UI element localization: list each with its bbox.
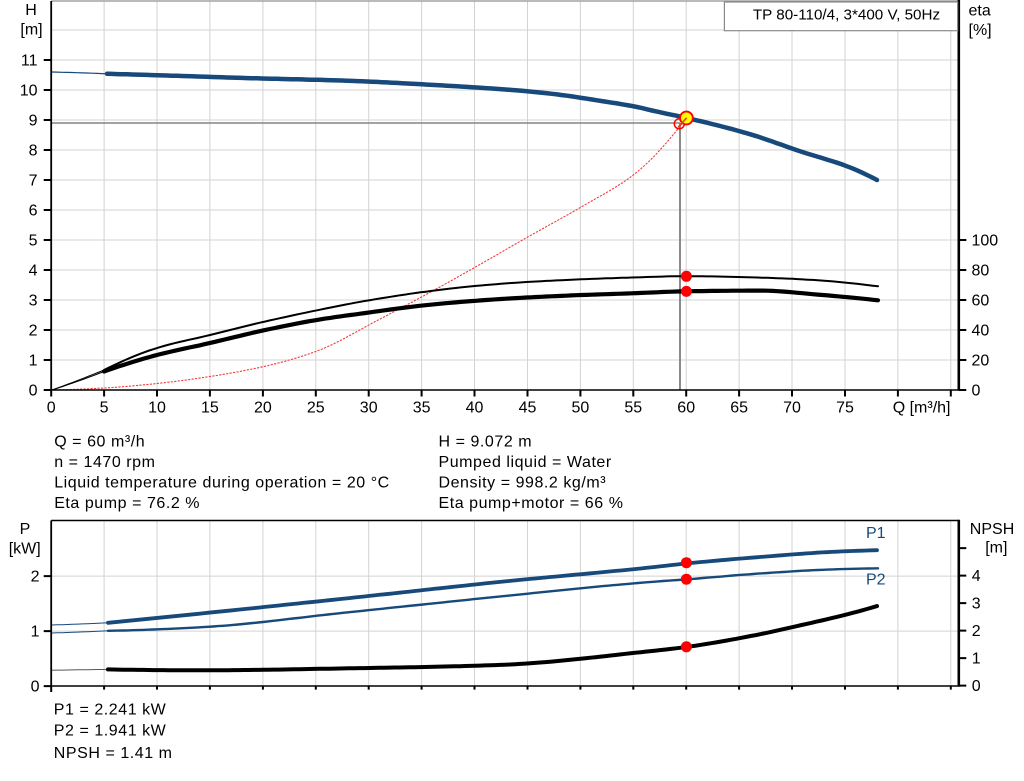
svg-text:H: H bbox=[25, 2, 37, 19]
svg-text:35: 35 bbox=[413, 400, 431, 417]
svg-text:3: 3 bbox=[29, 292, 38, 309]
svg-text:40: 40 bbox=[972, 322, 990, 339]
svg-text:80: 80 bbox=[972, 262, 990, 279]
svg-text:10: 10 bbox=[148, 400, 166, 417]
svg-text:[m]: [m] bbox=[985, 540, 1007, 557]
svg-text:5: 5 bbox=[100, 400, 109, 417]
svg-text:2: 2 bbox=[29, 322, 38, 339]
svg-text:H = 9.072 m: H = 9.072 m bbox=[439, 434, 533, 451]
svg-text:P1 = 2.241 kW: P1 = 2.241 kW bbox=[54, 702, 167, 719]
svg-text:60: 60 bbox=[972, 292, 990, 309]
svg-text:30: 30 bbox=[360, 400, 378, 417]
svg-text:6: 6 bbox=[29, 202, 38, 219]
svg-text:P2: P2 bbox=[866, 572, 886, 589]
svg-text:1: 1 bbox=[31, 624, 40, 641]
svg-text:20: 20 bbox=[972, 352, 990, 369]
svg-text:7: 7 bbox=[29, 172, 38, 189]
svg-text:Eta pump = 76.2 %: Eta pump = 76.2 % bbox=[54, 495, 200, 512]
svg-text:[%]: [%] bbox=[969, 22, 992, 39]
svg-text:55: 55 bbox=[624, 400, 642, 417]
svg-text:eta: eta bbox=[969, 3, 991, 20]
svg-text:[m]: [m] bbox=[20, 22, 42, 39]
svg-text:45: 45 bbox=[519, 400, 537, 417]
svg-text:n = 1470 rpm: n = 1470 rpm bbox=[54, 454, 155, 471]
svg-text:Q [m³/h]: Q [m³/h] bbox=[893, 400, 951, 417]
svg-text:8: 8 bbox=[29, 142, 38, 159]
svg-text:50: 50 bbox=[572, 400, 590, 417]
svg-text:100: 100 bbox=[972, 232, 999, 249]
svg-text:11: 11 bbox=[21, 52, 38, 69]
svg-text:Q = 60 m³/h: Q = 60 m³/h bbox=[54, 434, 145, 451]
svg-text:15: 15 bbox=[201, 400, 219, 417]
svg-text:9: 9 bbox=[29, 112, 38, 129]
svg-text:P: P bbox=[20, 521, 31, 538]
svg-text:Pumped liquid = Water: Pumped liquid = Water bbox=[439, 454, 612, 471]
svg-text:NPSH: NPSH bbox=[970, 521, 1014, 538]
svg-text:2: 2 bbox=[31, 569, 40, 586]
svg-text:10: 10 bbox=[20, 82, 38, 99]
svg-text:70: 70 bbox=[783, 400, 801, 417]
svg-text:P1: P1 bbox=[866, 525, 886, 542]
svg-text:P2 = 1.941 kW: P2 = 1.941 kW bbox=[54, 723, 167, 740]
svg-text:25: 25 bbox=[307, 400, 325, 417]
svg-text:0: 0 bbox=[47, 400, 56, 417]
svg-text:4: 4 bbox=[29, 262, 38, 279]
svg-text:75: 75 bbox=[836, 400, 854, 417]
svg-text:65: 65 bbox=[730, 400, 748, 417]
svg-text:20: 20 bbox=[254, 400, 272, 417]
svg-text:NPSH = 1.41 m: NPSH = 1.41 m bbox=[54, 745, 173, 762]
svg-text:5: 5 bbox=[29, 232, 38, 249]
svg-text:Eta pump+motor = 66 %: Eta pump+motor = 66 % bbox=[439, 495, 624, 512]
svg-text:Liquid temperature during oper: Liquid temperature during operation = 20… bbox=[54, 475, 390, 492]
svg-text:2: 2 bbox=[972, 623, 981, 640]
svg-text:0: 0 bbox=[31, 679, 40, 696]
svg-text:40: 40 bbox=[466, 400, 484, 417]
svg-text:0: 0 bbox=[972, 678, 981, 695]
svg-text:0: 0 bbox=[29, 382, 38, 399]
svg-text:60: 60 bbox=[677, 400, 695, 417]
svg-text:3: 3 bbox=[972, 596, 981, 613]
svg-text:0: 0 bbox=[972, 382, 981, 399]
svg-text:Density = 998.2 kg/m³: Density = 998.2 kg/m³ bbox=[439, 475, 607, 492]
svg-text:4: 4 bbox=[972, 568, 981, 585]
svg-text:TP 80-110/4, 3*400 V, 50Hz: TP 80-110/4, 3*400 V, 50Hz bbox=[753, 6, 940, 23]
svg-text:1: 1 bbox=[29, 352, 38, 369]
svg-text:1: 1 bbox=[972, 651, 981, 668]
svg-text:[kW]: [kW] bbox=[9, 541, 41, 558]
